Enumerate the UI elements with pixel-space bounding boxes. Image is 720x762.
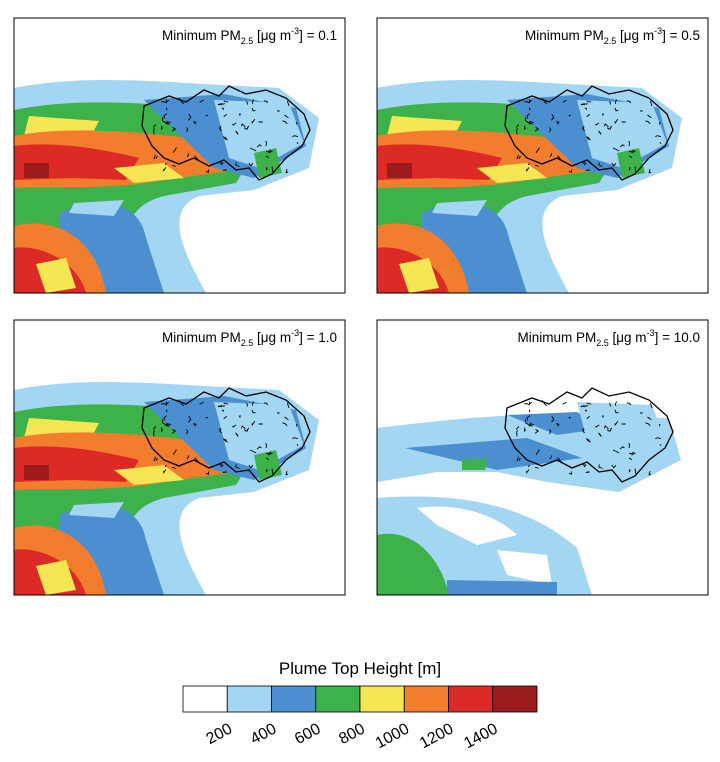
title-subscript: 2.5 — [604, 36, 617, 46]
colorbar-box — [403, 685, 449, 713]
colorbar-tick-label: 600 — [292, 720, 324, 748]
colorbar-tick-label: 800 — [336, 720, 368, 748]
colorbar-label: Plume Top Height [m] — [279, 659, 441, 678]
county-lines — [152, 399, 299, 476]
contour-region — [405, 438, 582, 470]
title-superscript: -3 — [291, 26, 299, 36]
title-text: ] = 0.1 — [299, 28, 337, 43]
contour-region — [447, 580, 557, 595]
colorbar-box — [359, 685, 405, 713]
panel-frame — [376, 319, 709, 596]
title-text: [μg m — [616, 28, 654, 43]
contour-region — [114, 163, 184, 183]
panel-title: Minimum PM2.5 [μg m-3] = 10.0 — [517, 328, 700, 348]
contour-region — [36, 560, 76, 595]
contour-region — [69, 502, 124, 518]
colorbar-box — [226, 685, 272, 713]
contour-region — [432, 200, 487, 216]
title-text: [μg m — [609, 330, 647, 345]
title-superscript: -3 — [647, 328, 655, 338]
colorbar-box — [492, 685, 538, 713]
title-superscript: -3 — [654, 26, 662, 36]
map-field — [14, 80, 319, 293]
contour-region — [69, 200, 124, 216]
colorbar-box — [448, 685, 494, 713]
coastline — [141, 85, 311, 181]
contour-region — [36, 258, 76, 293]
title-subscript: 2.5 — [241, 338, 254, 348]
contour-region — [417, 506, 517, 545]
title-text: [μg m — [253, 330, 291, 345]
map-field — [377, 80, 682, 293]
colorbar-tick-label: 400 — [248, 720, 280, 748]
title-superscript: -3 — [291, 328, 299, 338]
panel-frame — [13, 17, 346, 294]
title-subscript: 2.5 — [241, 36, 254, 46]
colorbar-tick-label: 200 — [204, 720, 236, 748]
coastline — [504, 387, 674, 483]
title-text: [μg m — [253, 28, 291, 43]
contour-region — [114, 465, 184, 485]
contour-region — [24, 465, 49, 480]
colorbar-box — [271, 685, 317, 713]
panel-frame — [376, 17, 709, 294]
map-panel: Minimum PM2.5 [μg m-3] = 1.0 — [13, 319, 346, 596]
panel-frame — [13, 319, 346, 596]
title-text: Minimum PM — [162, 28, 241, 43]
contour-region — [214, 100, 304, 168]
title-subscript: 2.5 — [596, 338, 609, 348]
title-text: ] = 1.0 — [299, 330, 337, 345]
title-text: Minimum PM — [517, 330, 596, 345]
map-panel: Minimum PM2.5 [μg m-3] = 10.0 — [376, 319, 709, 596]
coastline — [504, 85, 674, 181]
contour-region — [387, 163, 412, 178]
map-field — [377, 387, 681, 595]
title-text: ] = 0.5 — [662, 28, 700, 43]
panel-title: Minimum PM2.5 [μg m-3] = 1.0 — [162, 328, 337, 348]
contour-region — [497, 550, 552, 585]
contour-region — [462, 458, 487, 470]
map-panel: Minimum PM2.5 [μg m-3] = 0.5 — [376, 17, 709, 294]
contour-region — [577, 402, 667, 470]
title-text: Minimum PM — [162, 330, 241, 345]
county-lines — [152, 97, 299, 174]
colorbar-tick-label: 1200 — [417, 720, 456, 752]
map-field — [14, 382, 319, 595]
panel-title: Minimum PM2.5 [μg m-3] = 0.5 — [525, 26, 700, 46]
county-lines — [515, 399, 662, 476]
colorbar-box — [182, 685, 228, 713]
contour-region — [24, 163, 49, 178]
colorbar-tick-label: 1000 — [373, 720, 412, 752]
contour-region — [377, 533, 449, 595]
contour-region — [577, 100, 667, 168]
county-lines — [515, 97, 662, 174]
contour-region — [477, 163, 547, 183]
colorbar-tick-label: 1400 — [461, 720, 500, 752]
coastline — [141, 387, 311, 483]
title-text: ] = 10.0 — [655, 330, 700, 345]
title-text: Minimum PM — [525, 28, 604, 43]
panel-title: Minimum PM2.5 [μg m-3] = 0.1 — [162, 26, 337, 46]
contour-region — [214, 402, 304, 470]
colorbar-box — [315, 685, 361, 713]
contour-region — [399, 258, 439, 293]
map-panel: Minimum PM2.5 [μg m-3] = 0.1 — [13, 17, 346, 294]
